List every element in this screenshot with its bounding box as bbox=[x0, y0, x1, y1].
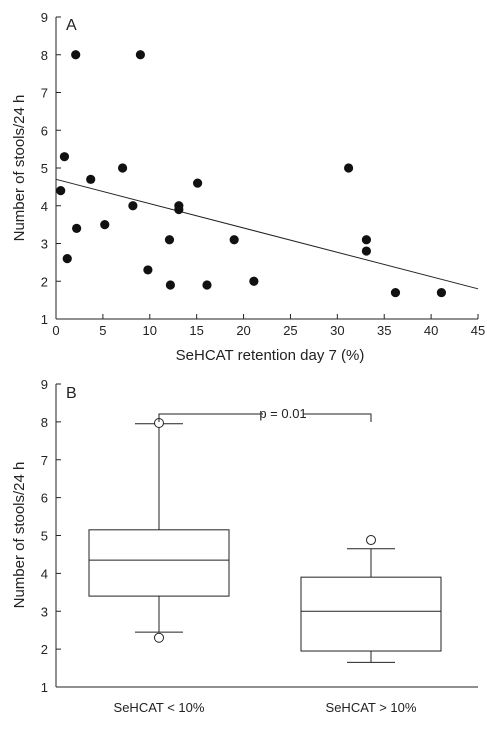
y-tick-label: 4 bbox=[41, 199, 48, 214]
y-tick-label: 9 bbox=[41, 377, 48, 392]
significance-bracket bbox=[158, 413, 372, 422]
scatter-point bbox=[164, 235, 175, 245]
y-tick-label: 1 bbox=[41, 680, 48, 695]
scatter-points bbox=[56, 50, 447, 298]
scatter-point bbox=[62, 254, 72, 264]
box bbox=[300, 576, 442, 652]
y-tick-label: 2 bbox=[41, 642, 48, 657]
x-tick-label: 45 bbox=[471, 323, 485, 338]
scatter-point bbox=[128, 201, 138, 211]
y-tick-label: 7 bbox=[41, 453, 48, 468]
y-tick-label: 7 bbox=[41, 86, 48, 101]
regression-line bbox=[55, 178, 479, 290]
x-tick-label: 5 bbox=[99, 323, 106, 338]
scatter-point bbox=[174, 204, 184, 215]
y-tick-label: 8 bbox=[41, 48, 48, 63]
scatter-point bbox=[59, 152, 70, 162]
y-tick-label: 3 bbox=[41, 237, 48, 252]
y-tick-label: 4 bbox=[41, 566, 48, 581]
y-tick-label: 5 bbox=[41, 161, 48, 176]
scatter-point bbox=[229, 235, 239, 245]
box-plots bbox=[88, 418, 442, 663]
y-tick-label: 6 bbox=[41, 491, 48, 506]
box bbox=[88, 529, 230, 597]
x-tick-label: 30 bbox=[330, 323, 344, 338]
panel-b: B 1 2 3 4 5 6 7 8 9 p = 0.01 SeHCAT < 10% SeHCAT… bbox=[11, 377, 478, 715]
y-tick-label: 1 bbox=[41, 312, 48, 327]
x-tick-label: 40 bbox=[424, 323, 438, 338]
panel-b-y-axis-label: Number of stools/24 h bbox=[11, 462, 28, 609]
scatter-point bbox=[135, 50, 145, 60]
scatter-point bbox=[361, 235, 372, 245]
y-tick-label: 3 bbox=[41, 604, 48, 619]
y-tick-label: 2 bbox=[41, 274, 48, 289]
outlier-point bbox=[154, 632, 164, 643]
scatter-point bbox=[86, 174, 96, 184]
x-tick-label: 0 bbox=[52, 323, 59, 338]
panel-a-y-axis-label: Number of stools/24 h bbox=[11, 95, 28, 242]
outlier-point bbox=[366, 535, 376, 546]
y-tick-label: 5 bbox=[41, 529, 48, 544]
scatter-point bbox=[56, 186, 66, 196]
scatter-point bbox=[165, 280, 176, 290]
panel-a-x-ticks: 0 5 10 15 20 25 30 35 40 45 bbox=[52, 314, 485, 338]
scatter-point bbox=[343, 163, 354, 173]
panel-a-y-ticks: 1 2 3 4 5 6 7 8 9 bbox=[41, 10, 61, 327]
scatter-point bbox=[436, 287, 447, 298]
category-label-low: SeHCAT < 10% bbox=[114, 700, 205, 715]
y-tick-label: 8 bbox=[41, 415, 48, 430]
category-label-high: SeHCAT > 10% bbox=[326, 700, 417, 715]
y-tick-label: 6 bbox=[41, 123, 48, 138]
scatter-point bbox=[72, 223, 82, 233]
scatter-point bbox=[361, 246, 372, 256]
panel-a-label: A bbox=[66, 17, 77, 34]
panel-a-x-axis-label: SeHCAT retention day 7 (%) bbox=[176, 347, 365, 364]
scatter-point bbox=[117, 163, 128, 173]
scatter-point bbox=[71, 50, 81, 60]
scatter-point bbox=[100, 220, 110, 230]
panel-b-y-ticks: 1 2 3 4 5 6 7 8 9 bbox=[41, 377, 61, 695]
x-tick-label: 10 bbox=[143, 323, 157, 338]
scatter-point bbox=[193, 178, 203, 188]
p-value-annotation: p = 0.01 bbox=[259, 406, 306, 421]
panel-b-label: B bbox=[66, 385, 77, 402]
scatter-point bbox=[143, 265, 153, 275]
scatter-point bbox=[390, 287, 401, 298]
scatter-point bbox=[202, 280, 212, 290]
x-tick-label: 35 bbox=[377, 323, 391, 338]
x-tick-label: 15 bbox=[189, 323, 203, 338]
x-tick-label: 20 bbox=[236, 323, 250, 338]
x-tick-label: 25 bbox=[283, 323, 297, 338]
y-tick-label: 9 bbox=[41, 10, 48, 25]
scatter-point bbox=[249, 276, 259, 286]
